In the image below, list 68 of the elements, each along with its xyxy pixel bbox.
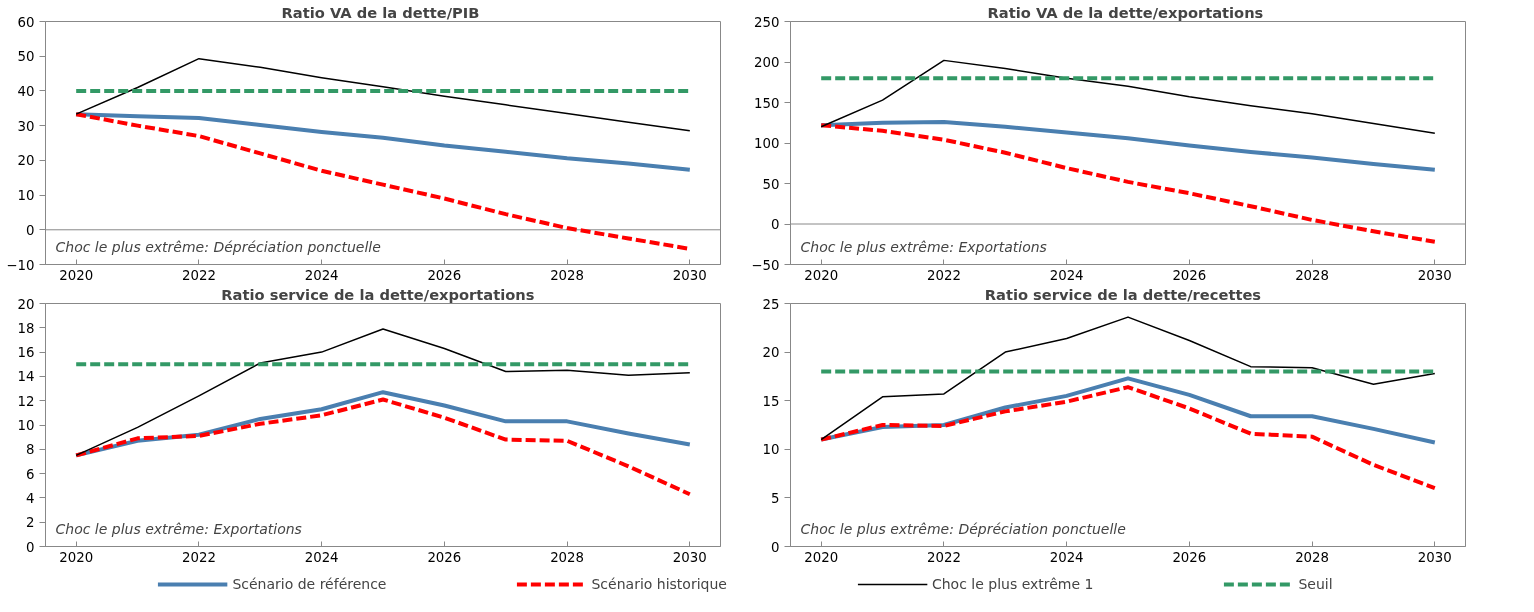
x-tick-label: 2026 — [1172, 549, 1207, 565]
y-tick-label: 20 — [17, 296, 35, 312]
y-tick-label: 0 — [771, 217, 780, 232]
y-tick-label: 30 — [17, 118, 35, 134]
annotation: Choc le plus extrême: Exportations — [55, 520, 302, 537]
chart-title: Ratio VA de la dette/exportations — [987, 3, 1264, 21]
y-tick-label: 50 — [17, 49, 35, 65]
x-tick-label: 2030 — [672, 267, 707, 283]
legend-label: Choc le plus extrême 1 — [931, 576, 1094, 592]
chart-title: Ratio service de la dette/exportations — [221, 285, 535, 303]
y-tick-label: 10 — [17, 418, 35, 433]
y-tick-label: −10 — [6, 257, 35, 273]
y-tick-label: 40 — [17, 83, 35, 99]
annotation: Choc le plus extrême: Exportations — [800, 238, 1047, 255]
y-tick-label: 0 — [26, 222, 35, 238]
y-tick-label: 12 — [17, 393, 35, 409]
x-tick-label: 2028 — [1295, 549, 1330, 565]
x-tick-label: 2026 — [1172, 267, 1207, 283]
chart-title: Ratio VA de la dette/PIB — [281, 3, 480, 21]
y-tick-label: 15 — [762, 393, 780, 409]
legend-label: Scénario de référence — [232, 576, 387, 592]
y-tick-label: 200 — [754, 55, 780, 70]
x-tick-label: 2022 — [181, 549, 216, 565]
y-tick-label: 6 — [26, 466, 35, 482]
y-tick-label: 20 — [762, 345, 780, 361]
x-tick-label: 2030 — [1417, 549, 1452, 565]
x-tick-label: 2024 — [304, 267, 339, 283]
y-tick-label: 0 — [771, 539, 780, 555]
legend-label: Seuil — [1298, 576, 1333, 592]
y-tick-label: 10 — [17, 188, 35, 204]
y-tick-label: 10 — [762, 442, 780, 458]
y-tick-label: 8 — [26, 442, 35, 458]
x-tick-label: 2026 — [427, 549, 462, 565]
legend-label: Scénario historique — [591, 576, 727, 592]
y-tick-label: 250 — [754, 14, 780, 30]
y-tick-label: 0 — [26, 539, 35, 555]
x-tick-label: 2028 — [1295, 267, 1330, 283]
y-tick-label: 18 — [17, 320, 35, 336]
x-tick-label: 2028 — [550, 267, 585, 283]
y-tick-label: 25 — [762, 296, 780, 312]
y-tick-label: 50 — [762, 176, 780, 192]
x-tick-label: 2022 — [181, 267, 216, 283]
y-tick-label: 16 — [17, 345, 35, 361]
x-tick-label: 2022 — [926, 549, 961, 565]
x-tick-label: 2024 — [1049, 549, 1084, 565]
x-tick-label: 2020 — [804, 549, 839, 565]
x-tick-label: 2024 — [1049, 267, 1084, 283]
x-tick-label: 2028 — [550, 549, 585, 565]
annotation: Choc le plus extrême: Dépréciation ponctuelle — [800, 520, 1126, 537]
y-tick-label: 100 — [754, 136, 780, 151]
y-tick-label: 2 — [26, 515, 35, 531]
y-tick-label: 60 — [17, 14, 35, 30]
x-tick-label: 2024 — [304, 549, 339, 565]
chart-title: Ratio service de la dette/recettes — [984, 285, 1262, 303]
x-tick-label: 2030 — [672, 549, 707, 565]
y-tick-label: 20 — [17, 153, 35, 169]
annotation: Choc le plus extrême: Dépréciation ponctuelle — [55, 238, 381, 255]
y-tick-label: 150 — [754, 95, 780, 111]
y-tick-label: 4 — [26, 490, 35, 506]
x-tick-label: 2020 — [59, 267, 94, 283]
x-tick-label: 2020 — [59, 549, 94, 565]
x-tick-label: 2030 — [1417, 267, 1452, 283]
y-tick-label: −50 — [751, 257, 780, 273]
x-tick-label: 2020 — [804, 267, 839, 283]
x-tick-label: 2022 — [926, 267, 961, 283]
y-tick-label: 5 — [771, 490, 780, 506]
x-tick-label: 2026 — [427, 267, 462, 283]
y-tick-label: 14 — [17, 369, 35, 385]
